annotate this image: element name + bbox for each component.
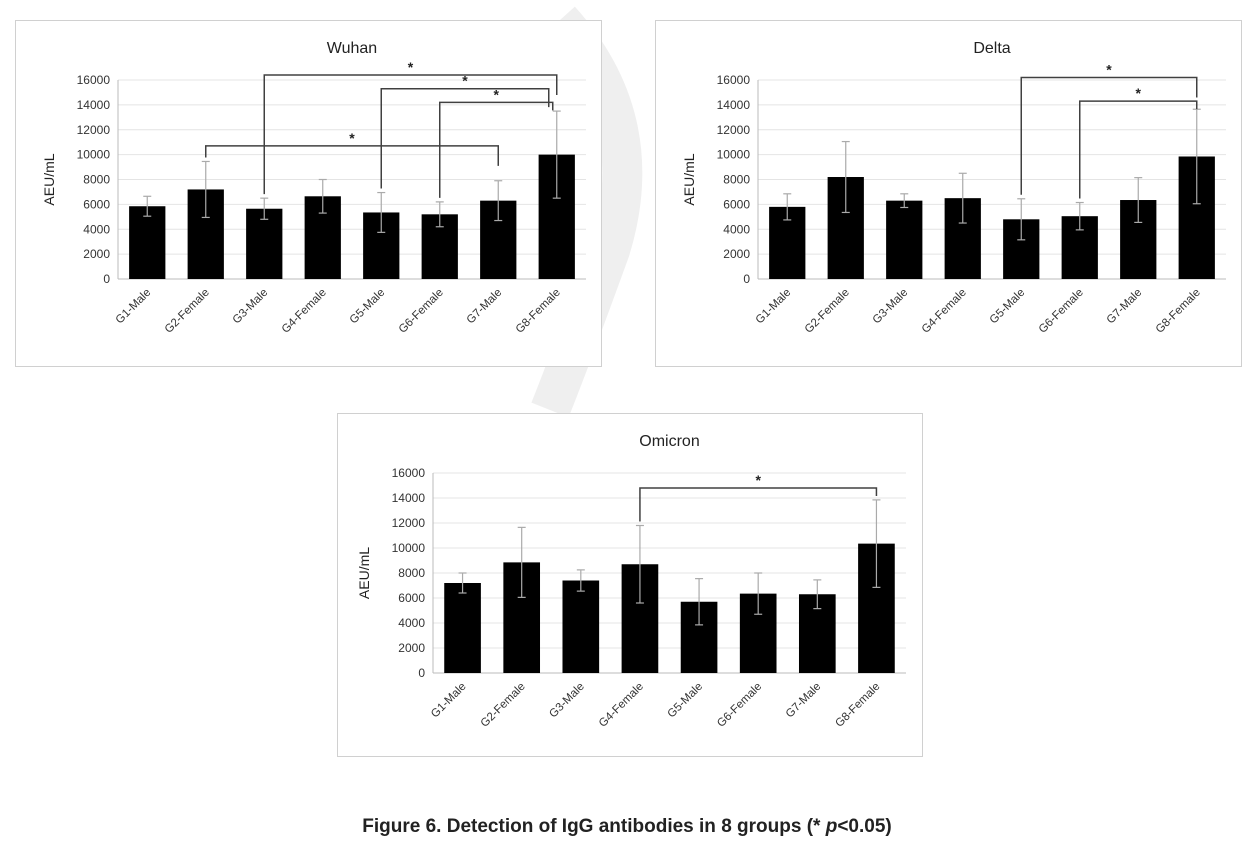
- x-tick-label: G3-Male: [547, 681, 587, 721]
- bar-G1-Male: [444, 583, 481, 673]
- chart-title: Delta: [973, 40, 1010, 57]
- y-tick-label: 12000: [717, 123, 751, 137]
- significance-bracket: [1079, 100, 1198, 199]
- y-tick-label: 16000: [392, 466, 426, 480]
- bar-G3-Male: [246, 208, 283, 279]
- y-tick-label: 14000: [717, 98, 751, 112]
- chart-svg: Delta AEU/mL 0 2000 4000 6000 8000 10000 12000 14…: [681, 40, 1226, 336]
- x-tick-label: G6-Female: [715, 681, 764, 730]
- chart-svg: Omicron AEU/mL 0 2000 4000 6000 8000 10000 12000…: [356, 433, 906, 730]
- y-tick-label: 4000: [723, 222, 750, 236]
- x-tick-label: G3-Male: [231, 287, 271, 327]
- y-tick-label: 0: [103, 272, 110, 286]
- bar-G3-Male: [562, 580, 600, 673]
- x-tick-label: G2-Female: [479, 681, 528, 730]
- x-tick-label: G8-Female: [514, 287, 563, 336]
- y-tick-label: 8000: [83, 173, 110, 187]
- y-tick-label: 0: [743, 272, 750, 286]
- y-tick-label: 8000: [723, 173, 750, 187]
- significance-bracket: [263, 74, 558, 195]
- y-tick-label: 2000: [83, 247, 110, 261]
- x-tick-label: G5-Male: [666, 681, 706, 721]
- x-tick-label: G5-Male: [988, 287, 1028, 327]
- y-tick-label: 8000: [398, 566, 425, 580]
- x-tick-label: G6-Female: [397, 287, 446, 336]
- significance-label: *: [755, 472, 761, 488]
- x-tick-label: G8-Female: [833, 681, 882, 730]
- y-tick-label: 2000: [398, 641, 425, 655]
- x-tick-label: G4-Female: [597, 681, 646, 730]
- bar-G3-Male: [886, 200, 923, 279]
- y-axis-label: AEU/mL: [41, 153, 57, 205]
- significance-bracket: [380, 87, 550, 189]
- y-tick-label: 2000: [723, 247, 750, 261]
- y-tick-label: 10000: [392, 541, 426, 555]
- x-tick-label: G3-Male: [871, 287, 911, 327]
- significance-label: *: [1136, 85, 1142, 101]
- significance-label: *: [462, 73, 468, 89]
- chart-panel-omicron: Omicron AEU/mL 0 2000 4000 6000 8000 10000 12000…: [337, 413, 923, 757]
- y-tick-label: 14000: [392, 491, 426, 505]
- significance-label: *: [494, 86, 500, 102]
- caption-p: p: [825, 816, 838, 837]
- y-tick-label: 10000: [717, 148, 751, 162]
- significance-bracket: [205, 145, 499, 166]
- y-axis-label: AEU/mL: [356, 547, 372, 599]
- x-tick-label: G7-Male: [465, 287, 505, 327]
- y-tick-label: 12000: [392, 516, 426, 530]
- y-tick-label: 6000: [398, 591, 425, 605]
- y-tick-label: 4000: [398, 616, 425, 630]
- chart-svg: Wuhan AEU/mL 0 2000 4000 6000 8000 10000 12000 14…: [41, 40, 586, 336]
- chart-title: Omicron: [639, 433, 699, 450]
- y-tick-label: 6000: [723, 197, 750, 211]
- y-axis-label: AEU/mL: [681, 153, 697, 205]
- x-tick-label: G4-Female: [920, 287, 969, 336]
- x-tick-label: G7-Male: [784, 681, 824, 721]
- chart-panel-delta: Delta AEU/mL 0 2000 4000 6000 8000 10000 12000 14…: [655, 20, 1242, 367]
- x-tick-label: G1-Male: [429, 681, 469, 721]
- significance-bracket: [1020, 76, 1198, 195]
- y-tick-label: 12000: [77, 123, 111, 137]
- chart-title: Wuhan: [327, 40, 377, 57]
- y-tick-label: 0: [418, 666, 425, 680]
- y-tick-label: 16000: [77, 73, 111, 87]
- significance-label: *: [349, 130, 355, 146]
- bar-G1-Male: [129, 206, 166, 279]
- y-tick-label: 10000: [77, 148, 111, 162]
- significance-label: *: [408, 59, 414, 75]
- caption-suffix: <0.05): [837, 816, 892, 837]
- y-tick-label: 14000: [77, 98, 111, 112]
- figure-caption: Figure 6. Detection of IgG antibodies in…: [0, 816, 1254, 838]
- x-tick-label: G6-Female: [1037, 287, 1086, 336]
- x-tick-label: G2-Female: [163, 287, 212, 336]
- x-tick-label: G4-Female: [280, 287, 329, 336]
- x-tick-label: G7-Male: [1105, 287, 1145, 327]
- chart-panel-wuhan: Wuhan AEU/mL 0 2000 4000 6000 8000 10000 12000 14…: [15, 20, 602, 367]
- caption-text: Figure 6. Detection of IgG antibodies in…: [362, 816, 826, 837]
- significance-bracket: [439, 101, 554, 198]
- x-tick-label: G5-Male: [348, 287, 388, 327]
- y-tick-label: 6000: [83, 197, 110, 211]
- y-tick-label: 4000: [83, 222, 110, 236]
- significance-label: *: [1106, 62, 1112, 78]
- significance-bracket: [639, 487, 878, 522]
- x-tick-label: G1-Male: [754, 287, 794, 327]
- x-tick-label: G2-Female: [803, 287, 852, 336]
- x-tick-label: G8-Female: [1154, 287, 1203, 336]
- x-tick-label: G1-Male: [114, 287, 154, 327]
- y-tick-label: 16000: [717, 73, 751, 87]
